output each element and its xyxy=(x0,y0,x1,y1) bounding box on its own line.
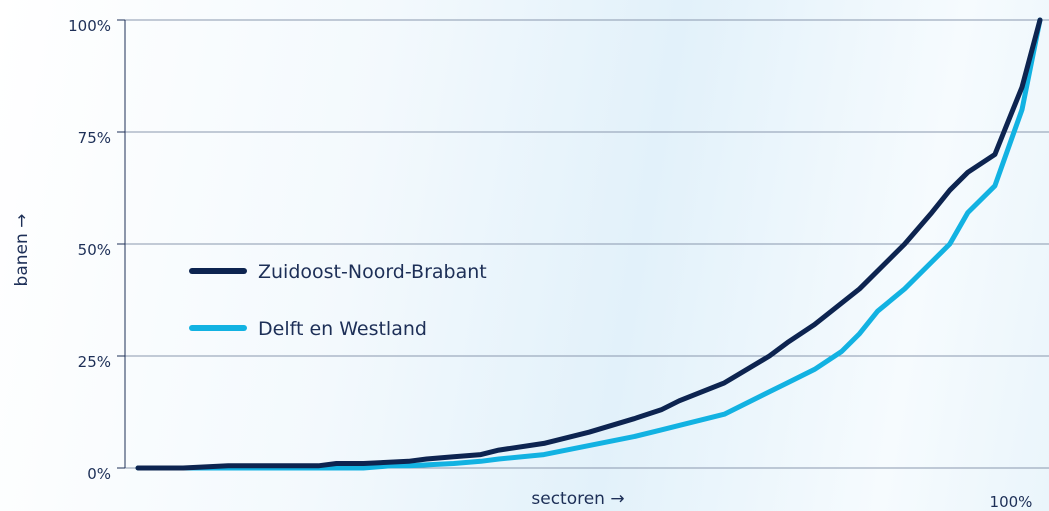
series-line-delft-en-westland xyxy=(135,17,1043,471)
series-line-zuidoost-noord-brabant xyxy=(135,17,1043,471)
y-tick-label: 100% xyxy=(68,17,111,35)
y-axis-ticks: 0% 25% 50% 75% 100% xyxy=(68,17,125,483)
gridlines xyxy=(125,19,1049,469)
y-tick-label: 0% xyxy=(87,465,111,483)
y-tick-label: 75% xyxy=(78,129,111,147)
series-lines xyxy=(135,17,1043,471)
x-axis-end-label: 100% xyxy=(990,493,1033,511)
y-tick-label: 25% xyxy=(78,353,111,371)
x-axis-label: sectoren → xyxy=(531,489,624,509)
legend: Zuidoost-Noord-Brabant Delft en Westland xyxy=(189,261,487,340)
legend-label-zuidoost-noord-brabant: Zuidoost-Noord-Brabant xyxy=(258,261,487,283)
legend-label-delft-en-westland: Delft en Westland xyxy=(258,318,427,340)
y-tick-label: 50% xyxy=(78,241,111,259)
y-axis-label: banen → xyxy=(12,214,32,287)
